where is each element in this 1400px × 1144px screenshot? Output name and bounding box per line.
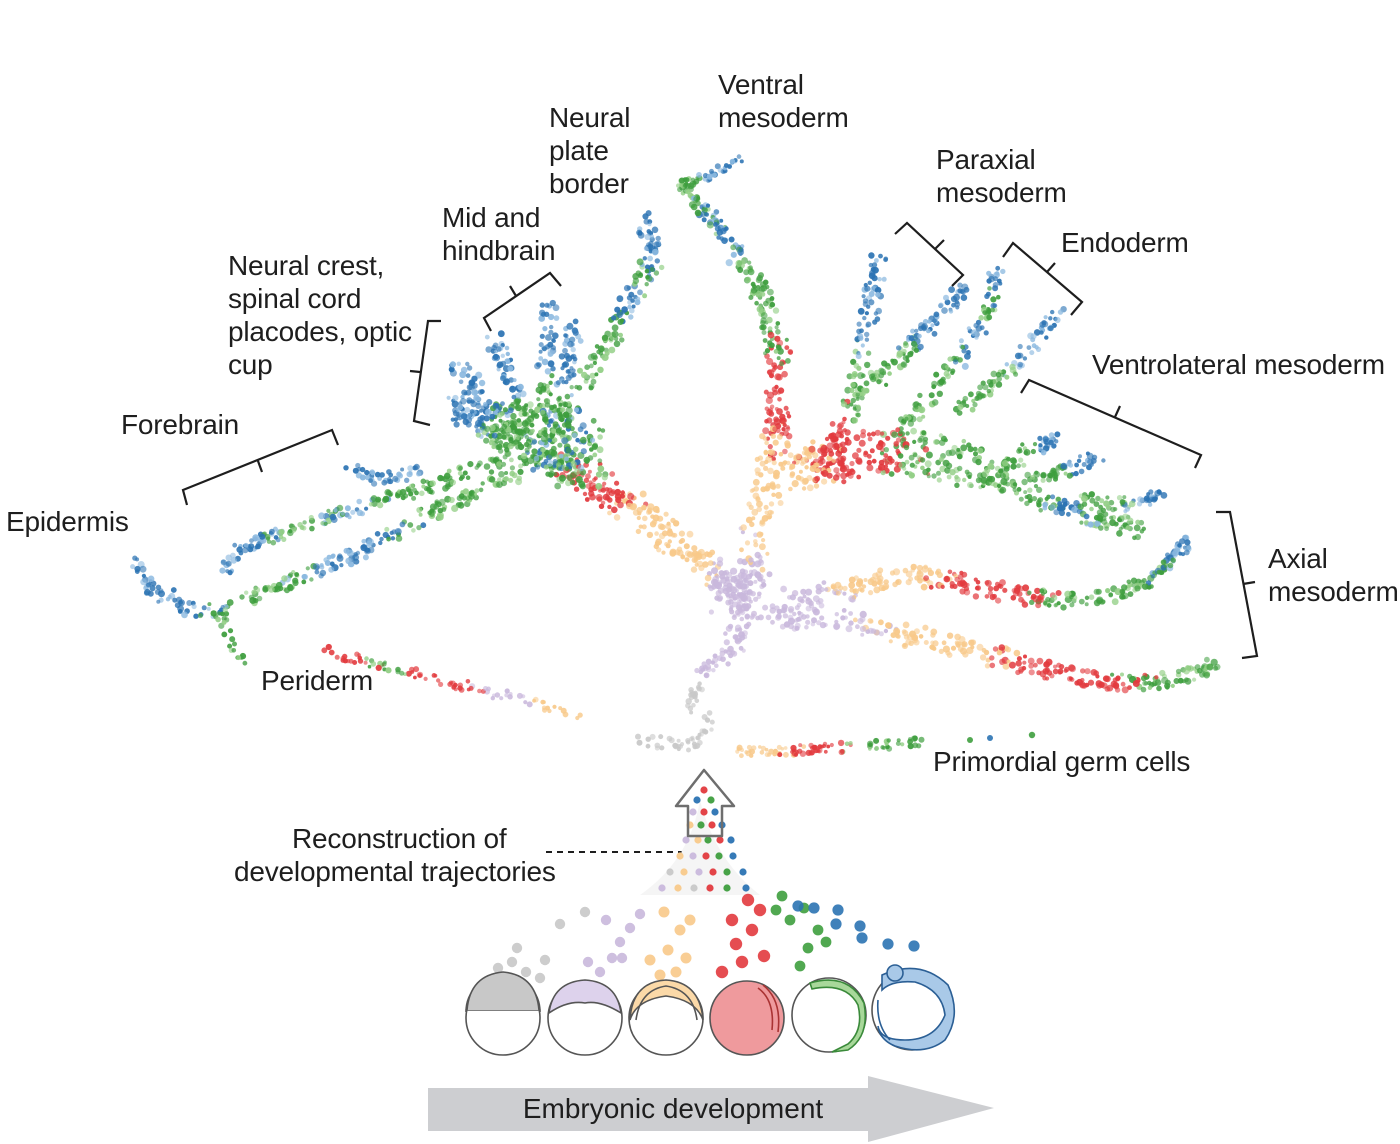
embryonic-development-arrow xyxy=(428,1076,994,1142)
periderm-label: Periderm xyxy=(261,665,373,696)
mid-hindbrain-bracket xyxy=(482,271,562,332)
primordial-germ-cells-label: Primordial germ cells xyxy=(933,746,1191,777)
axial-bracket xyxy=(1216,510,1259,660)
arrow-dots xyxy=(658,786,750,892)
paraxial-bracket xyxy=(894,221,965,287)
stage-dots xyxy=(492,890,920,984)
forebrain-label: Forebrain xyxy=(121,409,240,440)
embryo-stage-5 xyxy=(791,977,867,1053)
reconstruction-arrow-icon xyxy=(674,768,736,838)
reconstruction-arrow-glow xyxy=(640,800,760,895)
cell-point-cloud xyxy=(130,154,1221,759)
forebrain-bracket xyxy=(181,428,340,506)
neural-crest-bracket xyxy=(409,319,441,427)
embryo-stages xyxy=(465,964,956,1056)
neural-plate-border-label: Neural plate border xyxy=(549,102,631,199)
reconstruction-label: Reconstruction of developmental trajecto… xyxy=(234,823,556,887)
paraxial-mesoderm-label: Paraxial mesoderm xyxy=(936,144,1067,208)
embryo-stage-6 xyxy=(871,964,956,1051)
embryo-stage-3 xyxy=(628,979,704,1056)
embryonic-development-label: Embryonic development xyxy=(522,1093,824,1124)
embryo-stage-2 xyxy=(547,979,623,1056)
ventrolateral-bracket xyxy=(1020,378,1203,469)
bracket-layer xyxy=(181,221,1259,660)
endoderm-label: Endoderm xyxy=(1061,227,1189,258)
ventral-mesoderm-label: Ventral mesoderm xyxy=(718,69,849,133)
endoderm-bracket xyxy=(1002,241,1084,316)
embryo-stage-1 xyxy=(465,971,541,1056)
embryo-stage-4 xyxy=(709,980,785,1056)
ventrolateral-mesoderm-label: Ventrolateral mesoderm xyxy=(1092,349,1385,380)
axial-mesoderm-label: Axial mesoderm xyxy=(1268,543,1399,607)
epidermis-label: Epidermis xyxy=(6,506,129,537)
mid-hindbrain-label: Mid and hindbrain xyxy=(442,202,556,266)
neural-crest-label: Neural crest, spinal cord placodes, opti… xyxy=(228,250,412,380)
